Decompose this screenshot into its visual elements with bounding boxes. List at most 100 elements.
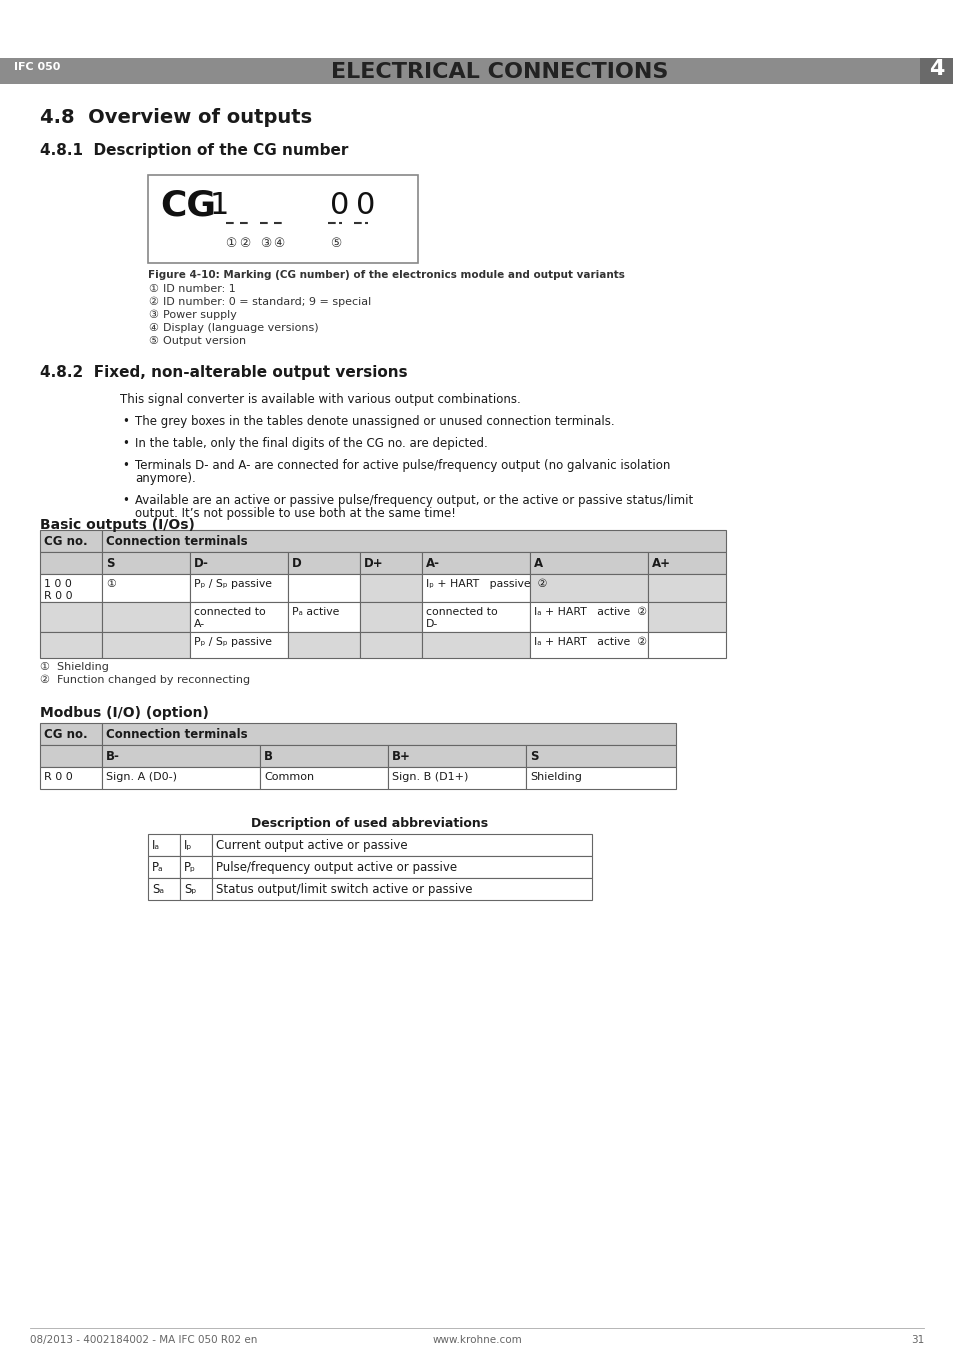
Bar (190, 603, 288, 632)
Bar (148, 878, 180, 900)
Bar (359, 603, 421, 632)
Text: S: S (106, 557, 114, 570)
Text: CG no.: CG no. (44, 728, 88, 740)
Text: 4.8.1  Description of the CG number: 4.8.1 Description of the CG number (40, 143, 348, 158)
Text: connected to: connected to (193, 607, 266, 617)
Bar (102, 574, 190, 603)
Bar (421, 632, 530, 658)
Text: B+: B+ (392, 750, 411, 763)
Bar (40, 744, 102, 767)
Bar (148, 834, 180, 857)
Text: Connection terminals: Connection terminals (106, 728, 248, 740)
Text: D+: D+ (364, 557, 383, 570)
Bar (148, 176, 417, 263)
Bar (190, 574, 288, 603)
Bar (260, 767, 388, 789)
Text: A: A (534, 557, 542, 570)
Text: CG no.: CG no. (44, 535, 88, 549)
Bar (0, 58, 953, 84)
Text: Current output active or passive: Current output active or passive (215, 839, 407, 852)
Text: Available are an active or passive pulse/frequency output, or the active or pass: Available are an active or passive pulse… (135, 494, 693, 507)
Text: Iₐ + HART   active  ②: Iₐ + HART active ② (534, 638, 646, 647)
Bar (525, 767, 676, 789)
Text: 4: 4 (928, 59, 943, 78)
Text: A-: A- (193, 619, 205, 630)
Text: Iₐ: Iₐ (152, 839, 160, 852)
Bar (40, 603, 102, 632)
Bar (288, 574, 359, 603)
Text: 08/2013 - 4002184002 - MA IFC 050 R02 en: 08/2013 - 4002184002 - MA IFC 050 R02 en (30, 1335, 257, 1346)
Bar (102, 767, 260, 789)
Text: Sign. B (D1+): Sign. B (D1+) (392, 771, 468, 782)
Bar (212, 834, 592, 857)
Text: IFC 050: IFC 050 (14, 62, 60, 72)
Text: CG: CG (160, 189, 215, 223)
Text: Display (language versions): Display (language versions) (163, 323, 318, 332)
Text: ②  Function changed by reconnecting: ② Function changed by reconnecting (40, 676, 250, 685)
Text: R 0 0: R 0 0 (44, 771, 72, 782)
Bar (180, 857, 212, 878)
Bar (288, 553, 359, 574)
Text: D: D (292, 557, 301, 570)
Text: B: B (264, 750, 273, 763)
Text: connected to: connected to (426, 607, 497, 617)
Text: D-: D- (193, 557, 209, 570)
Text: 1: 1 (210, 190, 229, 220)
Bar (359, 632, 421, 658)
Bar (40, 530, 102, 553)
Bar (148, 857, 180, 878)
Bar (388, 744, 525, 767)
Text: •: • (122, 415, 129, 428)
Bar (647, 553, 725, 574)
Text: Modbus (I/O) (option): Modbus (I/O) (option) (40, 707, 209, 720)
Text: Pulse/frequency output active or passive: Pulse/frequency output active or passive (215, 861, 456, 874)
Bar (919, 58, 953, 84)
Bar (421, 603, 530, 632)
Text: Iₐ + HART   active  ②: Iₐ + HART active ② (534, 607, 646, 617)
Bar (40, 553, 102, 574)
Text: Pₚ / Sₚ passive: Pₚ / Sₚ passive (193, 638, 272, 647)
Bar (647, 632, 725, 658)
Text: ④: ④ (274, 236, 284, 250)
Text: ③: ③ (148, 309, 158, 320)
Text: The grey boxes in the tables denote unassigned or unused connection terminals.: The grey boxes in the tables denote unas… (135, 415, 614, 428)
Bar (359, 553, 421, 574)
Bar (102, 723, 676, 744)
Text: www.krohne.com: www.krohne.com (432, 1335, 521, 1346)
Text: ①: ① (106, 580, 115, 589)
Bar (647, 603, 725, 632)
Text: ②: ② (148, 297, 158, 307)
Text: ②: ② (239, 236, 251, 250)
Text: Terminals D- and A- are connected for active pulse/frequency output (no galvanic: Terminals D- and A- are connected for ac… (135, 459, 670, 471)
Text: Pₐ active: Pₐ active (292, 607, 339, 617)
Text: B-: B- (106, 750, 120, 763)
Bar (530, 632, 647, 658)
Bar (388, 767, 525, 789)
Text: ELECTRICAL CONNECTIONS: ELECTRICAL CONNECTIONS (331, 62, 668, 82)
Bar (40, 632, 102, 658)
Bar (190, 553, 288, 574)
Bar (525, 744, 676, 767)
Text: Sign. A (D0-): Sign. A (D0-) (106, 771, 177, 782)
Text: Iₚ: Iₚ (184, 839, 193, 852)
Text: A-: A- (426, 557, 439, 570)
Text: anymore).: anymore). (135, 471, 195, 485)
Bar (102, 632, 190, 658)
Text: •: • (122, 436, 129, 450)
Bar (260, 744, 388, 767)
Bar (530, 553, 647, 574)
Text: 31: 31 (910, 1335, 923, 1346)
Bar (359, 574, 421, 603)
Text: In the table, only the final digits of the CG no. are depicted.: In the table, only the final digits of t… (135, 436, 487, 450)
Text: 4.8.2  Fixed, non-alterable output versions: 4.8.2 Fixed, non-alterable output versio… (40, 365, 407, 380)
Bar (288, 632, 359, 658)
Text: ⑤: ⑤ (330, 236, 341, 250)
Bar (288, 603, 359, 632)
Text: ID number: 0 = standard; 9 = special: ID number: 0 = standard; 9 = special (163, 297, 371, 307)
Bar (530, 603, 647, 632)
Text: R 0 0: R 0 0 (44, 590, 72, 601)
Bar (647, 574, 725, 603)
Text: This signal converter is available with various output combinations.: This signal converter is available with … (120, 393, 520, 407)
Text: S: S (530, 750, 537, 763)
Text: Description of used abbreviations: Description of used abbreviations (252, 817, 488, 830)
